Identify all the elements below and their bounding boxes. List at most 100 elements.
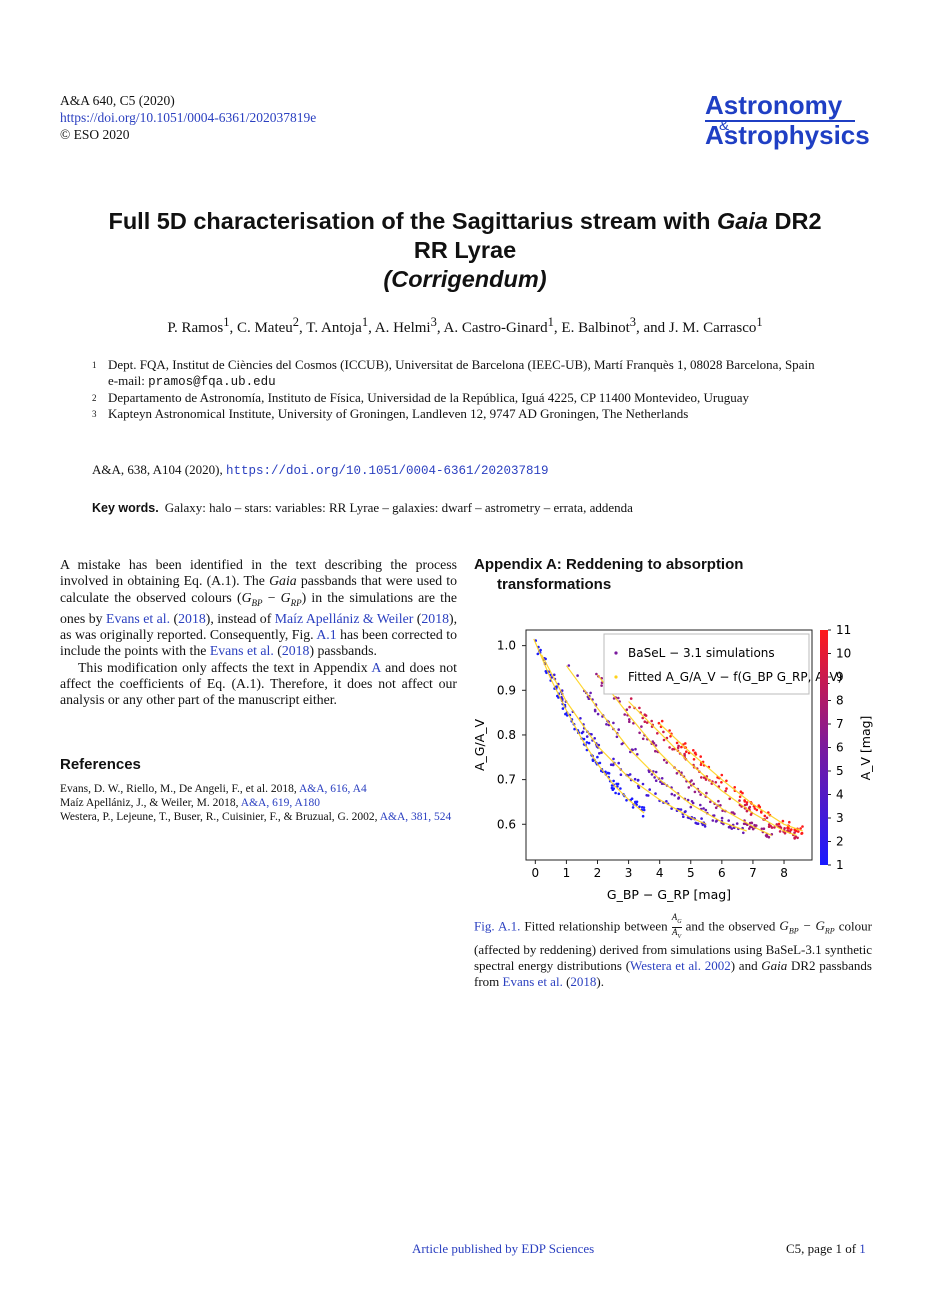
reference-item: Evans, D. W., Riello, M., De Angeli, F.,…: [60, 782, 457, 796]
data-point: [699, 763, 703, 766]
data-point: [660, 782, 664, 785]
citation-link[interactable]: Maíz Apellániz & Weiler: [274, 610, 414, 626]
text-run: ) passbands.: [309, 643, 377, 659]
author-aff: 1: [223, 315, 230, 329]
appendix-link[interactable]: A: [371, 659, 381, 675]
x-tick-label: 8: [780, 866, 788, 880]
data-point: [725, 787, 728, 790]
data-point: [679, 808, 683, 811]
data-point: [565, 714, 569, 717]
data-point: [675, 772, 679, 775]
data-point: [617, 728, 620, 731]
data-point: [788, 820, 791, 824]
citation-year-link[interactable]: 2018: [178, 610, 206, 626]
data-point: [579, 717, 582, 720]
logo-line1: Astronomy: [705, 90, 843, 120]
text-run: (: [273, 643, 282, 659]
colorbar-tick-label: 8: [836, 694, 844, 708]
footer-page: C5, page 1 of 1: [786, 1241, 866, 1257]
data-point: [609, 763, 613, 766]
publisher-link[interactable]: Article published by EDP Sciences: [412, 1241, 595, 1256]
original-doi-link[interactable]: https://doi.org/10.1051/0004-6361/202037…: [225, 464, 549, 478]
page-total-link[interactable]: 1: [859, 1241, 866, 1256]
figure-link[interactable]: A.1: [316, 626, 337, 642]
legend-marker-fit: [614, 675, 618, 679]
caption-italic: Gaia: [761, 957, 788, 973]
colorbar-tick-label: 10: [836, 647, 851, 661]
data-point: [742, 831, 745, 835]
page-number-text: C5, page 1 of: [786, 1241, 860, 1256]
math-symbol: G: [241, 589, 252, 605]
x-axis: 0 1 2 3 4 5 6 7 8: [532, 860, 788, 880]
data-point: [668, 746, 671, 749]
data-point: [654, 770, 658, 774]
data-point: [585, 741, 589, 744]
data-point: [573, 727, 576, 731]
text-run: ), instead of: [205, 610, 275, 626]
citation-year-link[interactable]: 2018: [570, 973, 597, 989]
text-run: This modification only affects the text …: [78, 659, 372, 675]
reference-link[interactable]: A&A, 619, A180: [240, 797, 321, 809]
appendix-heading-line2: transformations: [497, 576, 612, 593]
data-point: [604, 770, 607, 774]
data-point: [684, 810, 687, 813]
data-point: [582, 737, 586, 741]
data-point: [561, 707, 565, 710]
data-point: [638, 706, 641, 710]
logo-ampersand: &: [719, 117, 730, 134]
data-point: [730, 811, 734, 814]
data-point: [625, 708, 629, 711]
text-run: ), as was originally reported. Consequen…: [60, 610, 458, 642]
citation-link[interactable]: Evans et al.: [502, 973, 563, 989]
colorbar-tick-label: 3: [836, 811, 844, 825]
data-point: [714, 781, 718, 784]
x-tick-label: 3: [625, 866, 633, 880]
data-point: [781, 819, 785, 823]
colorbar-tick-label: 11: [836, 623, 851, 637]
data-point: [778, 830, 782, 833]
citation-link[interactable]: Evans et al.: [209, 643, 274, 659]
data-point: [660, 777, 664, 780]
citation-year-link[interactable]: 2018: [281, 643, 310, 659]
citation-link[interactable]: Westera et al. 2002: [630, 957, 731, 973]
data-point: [600, 684, 603, 687]
data-point: [728, 797, 731, 801]
caption-text: ) and: [730, 957, 762, 973]
data-point: [617, 761, 620, 765]
data-point: [620, 742, 624, 746]
doi-link[interactable]: https://doi.org/10.1051/0004-6361/202037…: [60, 110, 317, 125]
data-point: [700, 776, 703, 779]
keywords-label: Key words.: [92, 501, 159, 515]
data-point: [709, 800, 712, 804]
citation-link[interactable]: Evans et al.: [106, 610, 171, 626]
data-point: [653, 776, 656, 779]
caption-label[interactable]: Fig. A.1.: [474, 918, 521, 934]
data-point: [662, 758, 666, 762]
data-point: [646, 794, 650, 797]
data-point: [585, 748, 589, 752]
math-symbol: G: [280, 589, 291, 605]
data-point: [553, 673, 556, 677]
data-point: [638, 731, 641, 735]
data-point: [606, 771, 610, 775]
data-point: [692, 758, 696, 761]
data-point: [790, 828, 793, 831]
data-point: [699, 803, 702, 807]
caption-text: (: [562, 973, 571, 989]
data-point: [751, 827, 755, 831]
caption-text: colour (affected by reddening) derived f…: [474, 918, 872, 973]
math-subscript: RP: [290, 597, 302, 608]
data-point: [619, 773, 623, 776]
data-point: [598, 761, 602, 765]
data-point: [693, 790, 697, 794]
data-point: [665, 761, 668, 764]
journal-ref: A&A 640, C5 (2020): [60, 93, 175, 108]
data-point: [738, 799, 741, 802]
data-point: [619, 787, 622, 790]
citation-year-link[interactable]: 2018: [421, 610, 449, 626]
author: C. Mateu: [236, 320, 293, 336]
page-title: Full 5D characterisation of the Sagittar…: [40, 207, 890, 294]
reference-text: Evans, D. W., Riello, M., De Angeli, F.,…: [60, 783, 299, 795]
reference-link[interactable]: A&A, 616, A4: [298, 783, 367, 795]
reference-link[interactable]: A&A, 381, 524: [379, 811, 452, 823]
